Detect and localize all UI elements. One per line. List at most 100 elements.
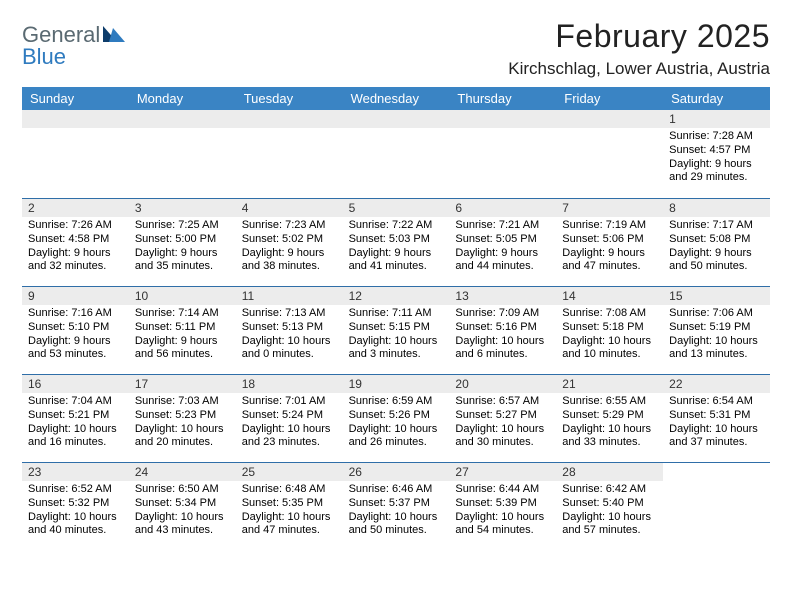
day-details: Sunrise: 7:26 AMSunset: 4:58 PMDaylight:… (22, 217, 129, 278)
daylight-text-1: Daylight: 9 hours (135, 247, 230, 261)
day-details: Sunrise: 6:54 AMSunset: 5:31 PMDaylight:… (663, 393, 770, 454)
calendar-cell-empty (236, 110, 343, 198)
day-details: Sunrise: 6:42 AMSunset: 5:40 PMDaylight:… (556, 481, 663, 542)
day-details: Sunrise: 6:48 AMSunset: 5:35 PMDaylight:… (236, 481, 343, 542)
day-names-row: Sunday Monday Tuesday Wednesday Thursday… (22, 87, 770, 110)
day-details: Sunrise: 7:13 AMSunset: 5:13 PMDaylight:… (236, 305, 343, 366)
sunrise-text: Sunrise: 7:28 AM (669, 130, 764, 144)
daylight-text-1: Daylight: 10 hours (135, 511, 230, 525)
daylight-text-2: and 54 minutes. (455, 524, 550, 538)
sunset-text: Sunset: 5:16 PM (455, 321, 550, 335)
sunrise-text: Sunrise: 7:03 AM (135, 395, 230, 409)
day-number: 27 (449, 463, 556, 481)
sunrise-text: Sunrise: 7:06 AM (669, 307, 764, 321)
day-details: Sunrise: 7:17 AMSunset: 5:08 PMDaylight:… (663, 217, 770, 278)
daylight-text-1: Daylight: 10 hours (669, 335, 764, 349)
calendar-cell: 26Sunrise: 6:46 AMSunset: 5:37 PMDayligh… (343, 462, 450, 550)
daylight-text-2: and 43 minutes. (135, 524, 230, 538)
sunrise-text: Sunrise: 7:14 AM (135, 307, 230, 321)
calendar-cell-empty (663, 462, 770, 550)
sunrise-text: Sunrise: 7:26 AM (28, 219, 123, 233)
sunrise-text: Sunrise: 7:22 AM (349, 219, 444, 233)
day-number: 23 (22, 463, 129, 481)
day-number: 11 (236, 287, 343, 305)
day-number (343, 110, 450, 128)
sunrise-text: Sunrise: 6:52 AM (28, 483, 123, 497)
calendar-cell: 5Sunrise: 7:22 AMSunset: 5:03 PMDaylight… (343, 198, 450, 286)
day-details: Sunrise: 7:22 AMSunset: 5:03 PMDaylight:… (343, 217, 450, 278)
day-number: 28 (556, 463, 663, 481)
day-number: 19 (343, 375, 450, 393)
daylight-text-1: Daylight: 10 hours (349, 335, 444, 349)
sunrise-text: Sunrise: 7:13 AM (242, 307, 337, 321)
daylight-text-1: Daylight: 10 hours (562, 335, 657, 349)
day-number: 20 (449, 375, 556, 393)
day-details: Sunrise: 7:25 AMSunset: 5:00 PMDaylight:… (129, 217, 236, 278)
daylight-text-1: Daylight: 10 hours (349, 511, 444, 525)
day-details: Sunrise: 7:19 AMSunset: 5:06 PMDaylight:… (556, 217, 663, 278)
calendar-cell: 2Sunrise: 7:26 AMSunset: 4:58 PMDaylight… (22, 198, 129, 286)
daylight-text-2: and 47 minutes. (562, 260, 657, 274)
day-number: 3 (129, 199, 236, 217)
sunset-text: Sunset: 4:57 PM (669, 144, 764, 158)
calendar-cell-empty (22, 110, 129, 198)
daylight-text-1: Daylight: 9 hours (135, 335, 230, 349)
calendar-cell-empty (449, 110, 556, 198)
daylight-text-1: Daylight: 9 hours (669, 247, 764, 261)
calendar-cell: 4Sunrise: 7:23 AMSunset: 5:02 PMDaylight… (236, 198, 343, 286)
day-number: 17 (129, 375, 236, 393)
sunrise-text: Sunrise: 6:44 AM (455, 483, 550, 497)
sunset-text: Sunset: 5:31 PM (669, 409, 764, 423)
daylight-text-2: and 41 minutes. (349, 260, 444, 274)
daylight-text-1: Daylight: 10 hours (349, 423, 444, 437)
daylight-text-2: and 50 minutes. (349, 524, 444, 538)
day-number: 21 (556, 375, 663, 393)
sunrise-text: Sunrise: 7:21 AM (455, 219, 550, 233)
day-number: 16 (22, 375, 129, 393)
day-details: Sunrise: 6:55 AMSunset: 5:29 PMDaylight:… (556, 393, 663, 454)
sunset-text: Sunset: 5:11 PM (135, 321, 230, 335)
sunset-text: Sunset: 5:35 PM (242, 497, 337, 511)
sunset-text: Sunset: 5:08 PM (669, 233, 764, 247)
calendar-cell: 23Sunrise: 6:52 AMSunset: 5:32 PMDayligh… (22, 462, 129, 550)
day-details: Sunrise: 6:44 AMSunset: 5:39 PMDaylight:… (449, 481, 556, 542)
daylight-text-2: and 38 minutes. (242, 260, 337, 274)
day-details: Sunrise: 7:11 AMSunset: 5:15 PMDaylight:… (343, 305, 450, 366)
sunrise-text: Sunrise: 7:08 AM (562, 307, 657, 321)
dayname-wednesday: Wednesday (343, 87, 450, 110)
day-number (129, 110, 236, 128)
logo-word-blue: Blue (22, 44, 66, 70)
day-number (22, 110, 129, 128)
day-details: Sunrise: 6:50 AMSunset: 5:34 PMDaylight:… (129, 481, 236, 542)
daylight-text-2: and 32 minutes. (28, 260, 123, 274)
sunset-text: Sunset: 5:24 PM (242, 409, 337, 423)
daylight-text-1: Daylight: 9 hours (242, 247, 337, 261)
daylight-text-2: and 23 minutes. (242, 436, 337, 450)
daylight-text-2: and 50 minutes. (669, 260, 764, 274)
sunset-text: Sunset: 5:05 PM (455, 233, 550, 247)
sunset-text: Sunset: 5:40 PM (562, 497, 657, 511)
sunrise-text: Sunrise: 6:50 AM (135, 483, 230, 497)
sunset-text: Sunset: 5:21 PM (28, 409, 123, 423)
calendar-cell: 24Sunrise: 6:50 AMSunset: 5:34 PMDayligh… (129, 462, 236, 550)
day-number: 12 (343, 287, 450, 305)
calendar-cell: 11Sunrise: 7:13 AMSunset: 5:13 PMDayligh… (236, 286, 343, 374)
sunset-text: Sunset: 5:02 PM (242, 233, 337, 247)
daylight-text-2: and 33 minutes. (562, 436, 657, 450)
day-details: Sunrise: 7:14 AMSunset: 5:11 PMDaylight:… (129, 305, 236, 366)
daylight-text-2: and 26 minutes. (349, 436, 444, 450)
day-details: Sunrise: 7:28 AMSunset: 4:57 PMDaylight:… (663, 128, 770, 189)
day-number: 15 (663, 287, 770, 305)
day-number: 26 (343, 463, 450, 481)
calendar-grid: 1Sunrise: 7:28 AMSunset: 4:57 PMDaylight… (22, 110, 770, 550)
daylight-text-1: Daylight: 10 hours (455, 511, 550, 525)
day-number: 7 (556, 199, 663, 217)
sunset-text: Sunset: 5:00 PM (135, 233, 230, 247)
daylight-text-2: and 16 minutes. (28, 436, 123, 450)
day-number: 5 (343, 199, 450, 217)
day-details: Sunrise: 6:52 AMSunset: 5:32 PMDaylight:… (22, 481, 129, 542)
sunset-text: Sunset: 5:19 PM (669, 321, 764, 335)
calendar-cell: 6Sunrise: 7:21 AMSunset: 5:05 PMDaylight… (449, 198, 556, 286)
dayname-saturday: Saturday (663, 87, 770, 110)
daylight-text-2: and 37 minutes. (669, 436, 764, 450)
